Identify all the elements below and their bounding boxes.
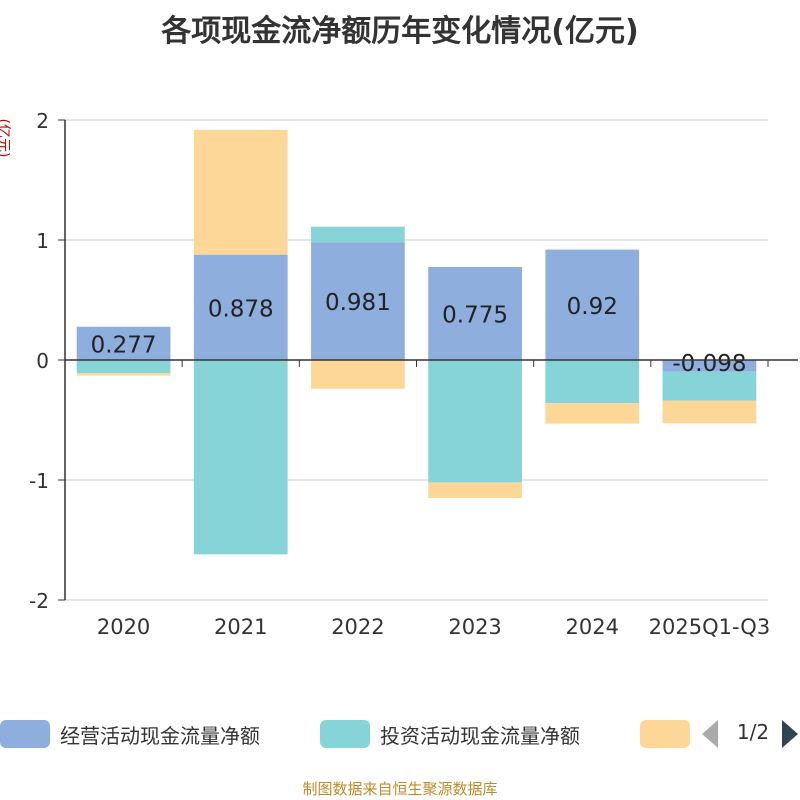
bar-1-2023: [428, 267, 522, 360]
bar-2-2025Q1-Q3: [662, 371, 757, 401]
x-category-label-2021: 2021: [214, 615, 267, 639]
bar-2-2022: [311, 226, 405, 243]
bar-3-2021: [193, 129, 288, 255]
y-tick-label-0: 0: [36, 349, 49, 373]
bar-2-2023: [428, 360, 522, 483]
data-label-2022: 0.981: [325, 290, 391, 316]
legend-swatch-investing: [320, 720, 370, 748]
legend-page-indicator: 1/2: [736, 720, 770, 744]
legend-swatch-operating: [0, 720, 50, 748]
legend-label-operating: 经营活动现金流量净额: [60, 724, 260, 748]
bar-3-2023: [428, 482, 522, 498]
y-tick-label--2: -2: [29, 589, 49, 613]
legend-pager: 1/2: [698, 716, 800, 752]
y-tick-label-2: 2: [36, 109, 49, 133]
data-label-2025Q1-Q3: -0.098: [672, 351, 746, 377]
data-source-note: 制图数据来自恒生聚源数据库: [302, 780, 498, 798]
bar-3-2020: [76, 373, 171, 376]
legend-swatch-financing: [640, 720, 690, 748]
bar-3-2025Q1-Q3: [662, 400, 757, 424]
x-category-label-2023: 2023: [448, 615, 501, 639]
x-category-label-2024: 2024: [566, 615, 619, 639]
bar-1-2024: [545, 249, 640, 360]
bar-3-2024: [545, 403, 640, 424]
data-label-2023: 0.775: [442, 303, 508, 329]
chart-canvas: -2 -1 0 1 2 0.277 0.878 0.981 0.775 0.92 -0.098 202…: [29, 109, 798, 639]
chart-title: 各项现金流净额历年变化情况(亿元): [161, 14, 639, 49]
bar-1-2020: [76, 326, 171, 360]
bar-2-2021: [193, 360, 288, 555]
bar-3-2022: [311, 360, 405, 389]
bar-2-2024: [545, 360, 640, 404]
x-category-label-2020: 2020: [97, 615, 150, 639]
x-category-label-2022: 2022: [331, 615, 384, 639]
prev-page-arrow-icon[interactable]: [702, 720, 718, 748]
next-page-arrow-icon[interactable]: [782, 720, 798, 748]
bar-1-2025Q1-Q3: [662, 360, 757, 372]
data-label-2021: 0.878: [208, 296, 274, 322]
data-label-2024: 0.92: [567, 294, 618, 320]
bar-2-2020: [76, 360, 171, 374]
bar-1-2021: [193, 254, 288, 360]
bar-1-2022: [311, 242, 405, 360]
legend-label-investing: 投资活动现金流量净额: [380, 724, 580, 748]
y-tick-label-1: 1: [36, 229, 49, 253]
data-label-2020: 0.277: [91, 332, 157, 358]
y-tick-label--1: -1: [29, 469, 49, 493]
x-category-label-2025Q1-Q3: 2025Q1-Q3: [649, 615, 771, 639]
